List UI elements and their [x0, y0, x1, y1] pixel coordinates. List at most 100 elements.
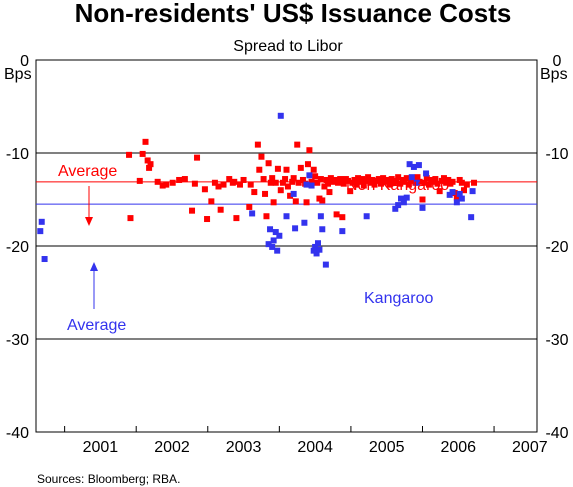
- data-point: [415, 162, 422, 169]
- data-point: [453, 199, 460, 206]
- data-point: [468, 214, 475, 221]
- data-point: [204, 216, 211, 223]
- data-point: [463, 181, 470, 188]
- data-point: [308, 178, 315, 185]
- data-point: [265, 241, 272, 248]
- data-point: [217, 206, 224, 213]
- data-point: [397, 180, 404, 187]
- data-point: [201, 186, 208, 193]
- data-point: [215, 183, 222, 190]
- data-point: [306, 147, 313, 154]
- y-tick-right: 0: [553, 53, 562, 70]
- average-red-arrowhead: [85, 217, 93, 226]
- data-point: [316, 246, 323, 253]
- data-point: [274, 247, 281, 254]
- data-point: [126, 151, 133, 158]
- data-point: [312, 243, 319, 250]
- gridlines: [36, 152, 537, 340]
- data-point: [306, 172, 313, 179]
- data-point: [314, 240, 321, 247]
- data-point: [322, 261, 329, 268]
- data-point: [421, 179, 428, 186]
- data-point: [194, 154, 201, 161]
- data-point: [290, 190, 297, 197]
- series-1: [37, 112, 476, 268]
- data-point: [371, 181, 378, 188]
- data-point: [423, 170, 430, 177]
- data-point: [274, 165, 281, 172]
- data-point: [220, 181, 227, 188]
- data-point: [355, 175, 362, 182]
- data-point: [339, 228, 346, 235]
- x-tick-label: 2003: [226, 439, 262, 456]
- data-point: [292, 198, 299, 205]
- y-tick-right: -10: [545, 146, 568, 163]
- data-point: [295, 179, 302, 186]
- data-point: [154, 178, 161, 185]
- x-tick-label: 2002: [154, 439, 190, 456]
- data-point: [240, 176, 247, 183]
- data-point: [360, 182, 367, 189]
- x-tick-label: 2006: [440, 439, 476, 456]
- data-point: [159, 182, 166, 189]
- non-kangaroo-label: Non Kangaroo: [346, 177, 449, 194]
- data-point: [37, 228, 44, 235]
- data-point: [260, 176, 267, 183]
- data-point: [247, 181, 254, 188]
- data-point: [440, 175, 447, 182]
- data-point: [362, 177, 369, 184]
- data-point: [400, 199, 407, 206]
- data-point: [294, 141, 301, 148]
- data-point: [289, 178, 296, 185]
- data-point: [263, 213, 270, 220]
- data-point: [449, 178, 456, 185]
- data-point: [301, 219, 308, 226]
- data-point: [403, 175, 410, 182]
- data-point: [191, 180, 198, 187]
- y-tick-right: -40: [545, 425, 568, 442]
- y-tick-left: -40: [6, 425, 29, 442]
- data-point: [395, 202, 402, 209]
- chart-title: Non-residents' US$ Issuance Costs: [75, 0, 512, 28]
- x-tick-label: 2005: [369, 439, 405, 456]
- data-point: [340, 180, 347, 187]
- x-tick-label: 2001: [83, 439, 119, 456]
- data-point: [270, 237, 277, 244]
- data-point: [208, 198, 215, 205]
- data-point: [265, 160, 272, 167]
- data-point: [414, 174, 421, 181]
- data-point: [432, 176, 439, 183]
- data-point: [262, 190, 269, 197]
- data-point: [144, 157, 151, 164]
- chart-subtitle: Spread to Libor: [233, 38, 343, 55]
- data-point: [176, 176, 183, 183]
- data-point: [267, 179, 274, 186]
- data-point: [282, 176, 289, 183]
- data-point: [299, 176, 306, 183]
- data-point: [453, 194, 460, 201]
- data-point: [319, 226, 326, 233]
- data-point: [408, 174, 415, 181]
- data-point: [327, 175, 334, 182]
- data-point: [146, 164, 153, 171]
- data-point: [317, 213, 324, 220]
- data-point: [398, 195, 405, 202]
- data-point: [236, 181, 243, 188]
- data-point: [181, 176, 188, 183]
- y-tick-left: 0: [20, 53, 29, 70]
- y-unit-right: Bps: [540, 66, 568, 83]
- data-point: [395, 174, 402, 181]
- data-point: [323, 176, 330, 183]
- data-point: [163, 181, 170, 188]
- data-point: [375, 176, 382, 183]
- data-point: [308, 182, 315, 189]
- data-point: [233, 215, 240, 222]
- data-point: [333, 211, 340, 218]
- data-point: [290, 175, 297, 182]
- average-blue-label: Average: [67, 317, 126, 334]
- y-tick-right: -30: [545, 332, 568, 349]
- y-tick-left: -30: [6, 332, 29, 349]
- data-point: [313, 250, 320, 257]
- y-tick-left: -20: [6, 239, 29, 256]
- x-tick-label: 2004: [297, 439, 333, 456]
